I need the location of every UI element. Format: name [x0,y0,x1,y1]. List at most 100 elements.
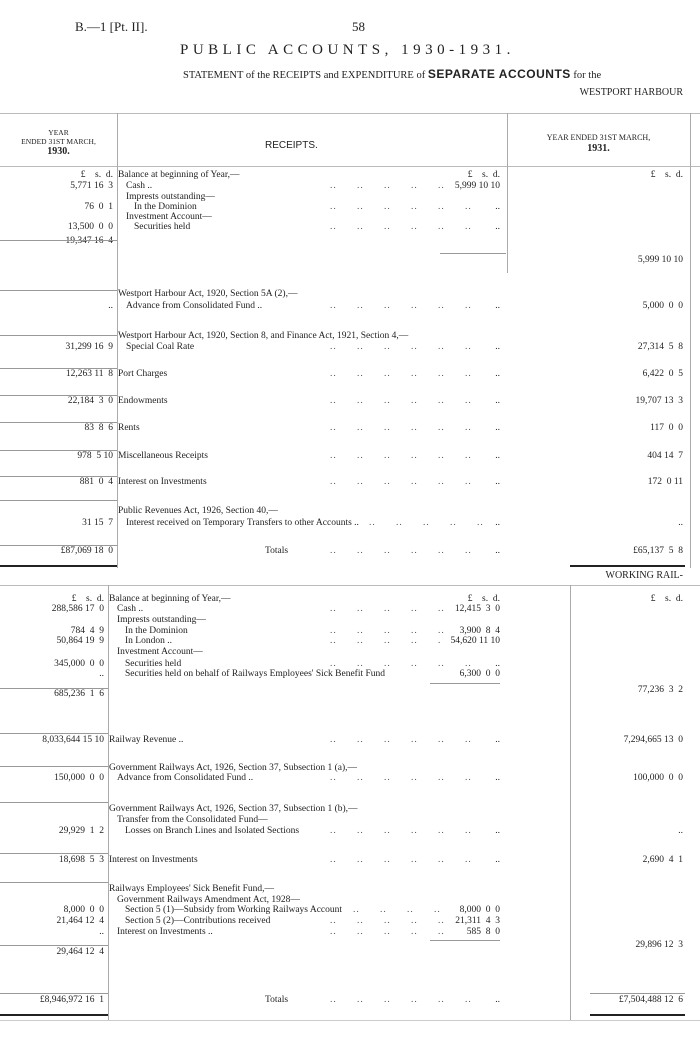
amount-previous-year: 83 8 6 [84,423,114,433]
railways-right-total-rule [590,1014,685,1016]
subtotal-rule [0,993,108,994]
dot-leader: .. .. .. .. .. .. .. [330,396,487,406]
dot-leader: .. .. .. .. .. .. .. [330,181,445,191]
row-description: Section 5 (2)—Contributions received [125,916,270,926]
amount-previous-year: 18,698 5 3 [58,855,104,865]
row-description: Interest on Investments [118,477,207,487]
amount-detail: £ s. d. [467,170,500,180]
amount-previous-year: 150,000 0 0 [54,773,104,783]
amount-previous-year: 784 4 9 [70,626,104,636]
railways-top-rule [0,585,700,586]
row-description-text: Transfer from the Consolidated Fund— [117,815,268,825]
row-description-text: In the Dominion [134,202,197,212]
header-bottom-rule [0,166,700,167]
header-year-1931: YEAR ENDED 31ST MARCH, 1931. [507,133,690,154]
amount-previous-year: .. [99,927,104,937]
dot-leader: .. .. .. .. .. .. .. [330,916,445,926]
amount-detail: 54,620 11 10 [450,636,500,646]
dot-leader: .. .. .. .. .. .. .. [353,905,441,915]
amount-detail: .. [495,451,500,461]
row-description-text: Railway Revenue .. [109,735,184,745]
row-description: Balance at beginning of Year,— [109,594,231,604]
row-description-text: Section 5 (1)—Subsidy from Working Railw… [125,905,343,915]
row-description-text: Section 5 (2)—Contributions received [125,916,271,926]
header-receipts: RECEIPTS. [265,140,318,151]
subtotal-rule [0,240,117,241]
subtotal-rule [590,993,685,994]
row-description-text: Railways Employees' Sick Benefit Fund,— [109,884,275,894]
left-column-rule [117,113,118,568]
amount-previous-year: 31,299 16 9 [65,342,114,352]
row-description: Special Coal Rate [126,342,194,352]
row-description: Port Charges [118,369,167,379]
dot-leader: .. .. .. .. .. .. .. [330,222,487,232]
row-description: Interest received on Temporary Transfers… [126,518,359,528]
railways-left-total-rule [0,1014,108,1016]
row-description-text: Securities held on behalf of Railways Em… [125,669,386,679]
dot-leader: .. .. .. .. .. .. .. [330,927,445,937]
row-description: In the Dominion [125,626,188,636]
amount-previous-year: 288,586 17 0 [51,604,104,614]
amount-current-year: .. [678,826,683,836]
row-description-text: Miscellaneous Receipts [118,451,208,461]
amount-previous-year: .. [99,669,104,679]
amount-current-year: 27,314 5 8 [637,342,683,352]
subtotal-rule [440,253,506,254]
row-description-text: Government Railways Act, 1926, Section 3… [109,804,358,814]
row-description-text: Securities held [134,222,191,232]
statement-suffix: for the [573,70,602,81]
row-description-text: Government Railways Amendment Act, 1928— [117,895,300,905]
amount-previous-year: £ s. d. [71,594,104,604]
sub-column-rule [507,113,508,273]
row-description: In the Dominion [134,202,197,212]
subtotal-rule [0,422,117,423]
amount-detail: .. [495,995,500,1005]
header-top-rule [0,113,700,114]
row-description: Section 5 (1)—Subsidy from Working Railw… [125,905,342,915]
statement-prefix: STATEMENT of the RECEIPTS and EXPENDITUR… [183,70,426,81]
row-description-text: Securities held [125,659,182,669]
subtotal-rule [0,395,117,396]
amount-detail: 3,900 8 4 [459,626,500,636]
page-number: 58 [352,19,365,34]
amount-current-year: £ s. d. [650,170,683,180]
amount-detail: .. [495,735,500,745]
amount-detail: .. [495,222,500,232]
row-description: Imprests outstanding— [117,615,206,625]
header-left-line1: YEAR [48,128,69,137]
amount-current-year: 117 0 0 [650,423,683,433]
amount-detail: .. [495,396,500,406]
header-right-line1: YEAR ENDED 31ST MARCH, [546,133,651,142]
row-description-text: Investment Account— [117,647,203,657]
statement-heading: STATEMENT of the RECEIPTS and EXPENDITUR… [183,68,601,82]
dot-leader: .. .. .. .. .. .. .. [330,423,487,433]
dot-leader: .. .. .. .. .. .. .. [330,342,487,352]
row-description-text: Investment Account— [126,212,212,222]
row-description: Securities held [134,222,190,232]
subtotal-rule [0,545,117,546]
amount-detail: .. [495,659,500,669]
amount-detail: .. [495,826,500,836]
dot-leader: .. .. .. .. .. .. .. [330,451,487,461]
amount-previous-year: £87,069 18 0 [60,546,113,556]
amount-detail: .. [495,518,500,528]
amount-current-year: 6,422 0 5 [642,369,683,379]
amount-previous-year: 50,864 19 9 [56,636,105,646]
amount-detail: 585 8 0 [466,927,500,937]
amount-detail: .. [495,301,500,311]
page-reference: B.—1 [Pt. II]. [75,19,148,34]
subtotal-rule [0,450,117,451]
row-description: Cash .. [117,604,143,614]
subtotal-rule [0,945,108,946]
amount-detail: .. [495,369,500,379]
amount-previous-year: 881 0 4 [79,477,113,487]
row-description: Losses on Branch Lines and Isolated Sect… [125,826,299,836]
row-description-text: Westport Harbour Act, 1920, Section 5A (… [118,289,298,299]
subtotal-rule [0,368,117,369]
amount-detail: 12,415 3 0 [454,604,500,614]
header-left-line2: ENDED 31ST MARCH, [21,137,96,146]
subtotal-rule [0,476,117,477]
row-description: Government Railways Act, 1926, Section 3… [109,804,358,814]
row-description-text: Cash .. [126,181,153,191]
